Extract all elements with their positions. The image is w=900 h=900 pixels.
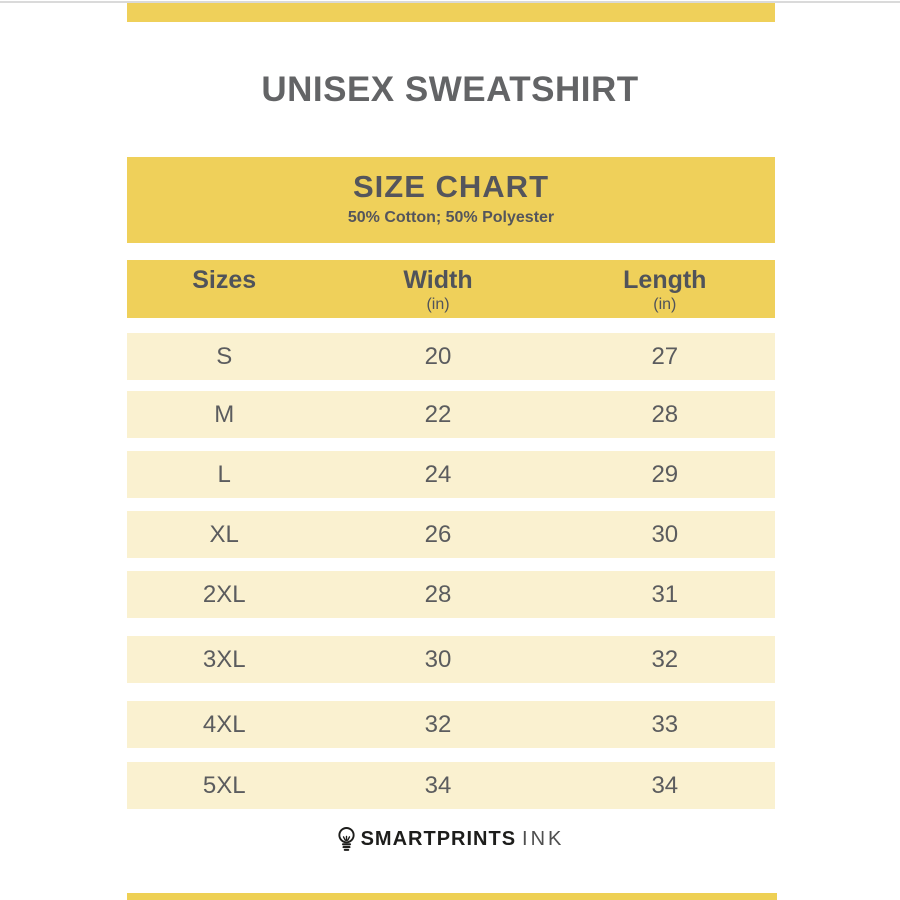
length-cell: 30	[651, 521, 679, 548]
width-cell: 20	[424, 343, 452, 370]
length-cell: 31	[651, 581, 679, 608]
lightbulb-icon	[336, 826, 357, 853]
size-cell: XL	[209, 521, 239, 548]
column-header-length-label: Length	[623, 266, 707, 294]
top-edge-divider	[0, 1, 900, 3]
table-row: L 24 29	[127, 451, 775, 498]
column-header-sizes-label: Sizes	[192, 266, 257, 294]
column-header-length-unit: (in)	[653, 296, 677, 313]
banner-title: SIZE CHART	[353, 169, 549, 204]
page-title: UNISEX SWEATSHIRT	[261, 70, 639, 109]
length-cell: 32	[651, 646, 679, 673]
bottom-accent-bar	[127, 893, 777, 900]
size-cell: S	[216, 343, 233, 370]
top-accent-bar	[127, 3, 775, 22]
size-cell: 5XL	[202, 772, 246, 799]
table-row: 3XL 30 32	[127, 636, 775, 683]
width-cell: 28	[424, 581, 452, 608]
width-cell: 34	[424, 772, 452, 799]
table-row: XL 26 30	[127, 511, 775, 558]
length-cell: 33	[651, 711, 679, 738]
column-header-width-label: Width	[403, 266, 473, 294]
size-cell: L	[217, 461, 231, 488]
width-cell: 22	[424, 401, 452, 428]
table-header-row: Sizes Width (in) Length (in)	[127, 260, 775, 318]
column-header-sizes: Sizes	[127, 266, 321, 294]
table-row: M 22 28	[127, 391, 775, 438]
size-cell: 4XL	[202, 711, 246, 738]
table-row: 2XL 28 31	[127, 571, 775, 618]
brand-logo: SMARTPRINTS INK	[0, 826, 900, 853]
column-header-width-unit: (in)	[426, 296, 450, 313]
length-cell: 29	[651, 461, 679, 488]
width-cell: 32	[424, 711, 452, 738]
size-chart-banner: SIZE CHART 50% Cotton; 50% Polyester	[127, 157, 775, 243]
table-row: S 20 27	[127, 333, 775, 380]
brand-name-primary: SMARTPRINTS	[360, 828, 517, 850]
length-cell: 34	[651, 772, 679, 799]
size-cell: 2XL	[202, 581, 246, 608]
length-cell: 27	[651, 343, 679, 370]
length-cell: 28	[651, 401, 679, 428]
width-cell: 26	[424, 521, 452, 548]
fabric-composition: 50% Cotton; 50% Polyester	[347, 209, 555, 226]
width-cell: 30	[424, 646, 452, 673]
table-row: 4XL 32 33	[127, 701, 775, 748]
size-cell: 3XL	[202, 646, 246, 673]
column-header-width: Width (in)	[321, 266, 554, 314]
width-cell: 24	[424, 461, 452, 488]
brand-name-secondary: INK	[522, 828, 565, 850]
column-header-length: Length (in)	[555, 266, 775, 314]
table-row: 5XL 34 34	[127, 762, 775, 809]
size-cell: M	[214, 401, 235, 428]
size-table-body: S 20 27 M 22 28 L 24 29 XL 26 30 2XL 28 …	[127, 333, 775, 809]
